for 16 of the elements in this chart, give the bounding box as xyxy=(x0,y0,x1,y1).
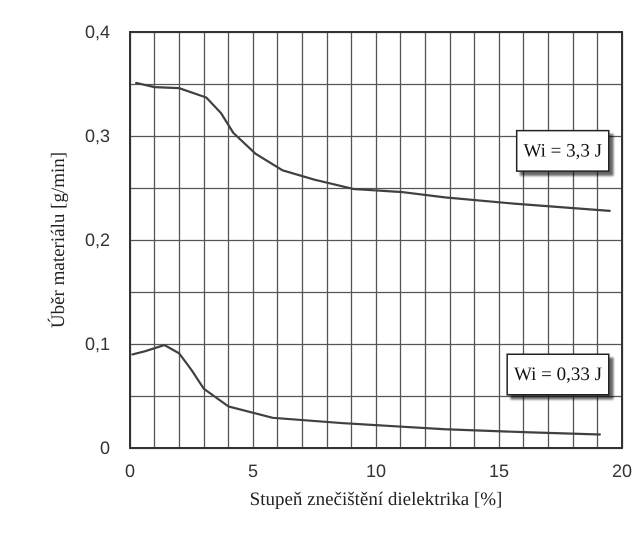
y-axis-title: Úběr materiálu [g/min] xyxy=(47,152,69,328)
x-tick-label: 20 xyxy=(612,461,632,481)
x-axis-title: Stupeň znečištění dielektrika [%] xyxy=(250,489,502,510)
annotation: Wi = 3,3 J xyxy=(523,140,602,162)
y-tick-label: 0,3 xyxy=(84,126,110,146)
y-tick-label: 0 xyxy=(100,438,110,458)
y-tick-label: 0,2 xyxy=(84,230,110,250)
annotation: Wi = 0,33 J xyxy=(514,364,602,385)
x-tick-label: 10 xyxy=(366,461,386,481)
x-tick-label: 0 xyxy=(124,461,136,481)
x-tick-label: 5 xyxy=(248,461,258,481)
y-tick-label: 0,4 xyxy=(84,22,110,42)
x-tick-label: 15 xyxy=(488,461,510,481)
y-tick-label: 0,1 xyxy=(84,334,110,354)
line-series xyxy=(135,82,611,212)
line-series xyxy=(131,344,601,436)
